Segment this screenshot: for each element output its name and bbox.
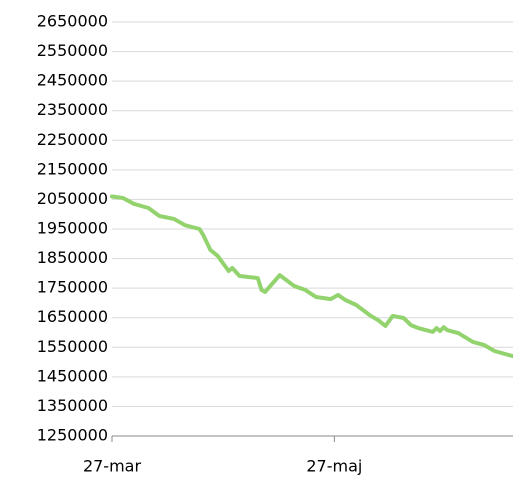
y-tick-label: 1250000 [37,426,108,445]
y-tick-label: 2550000 [37,41,108,60]
y-tick-label: 1450000 [37,366,108,385]
y-tick-label: 1350000 [37,396,108,415]
y-tick-label: 2150000 [37,159,108,178]
y-tick-label: 1550000 [37,337,108,356]
y-tick-label: 2250000 [37,130,108,149]
y-tick-label: 2050000 [37,189,108,208]
y-tick-label: 1650000 [37,307,108,326]
y-tick-label: 2450000 [37,71,108,90]
y-tick-label: 1850000 [37,248,108,267]
data-line [110,194,513,359]
x-tick-label: 27-mar [83,457,142,476]
y-tick-label: 2650000 [37,12,108,31]
y-tick-label: 2350000 [37,100,108,119]
x-tick-label: 27-maj [306,457,362,476]
y-tick-label: 1950000 [37,219,108,238]
y-tick-label: 1750000 [37,278,108,297]
